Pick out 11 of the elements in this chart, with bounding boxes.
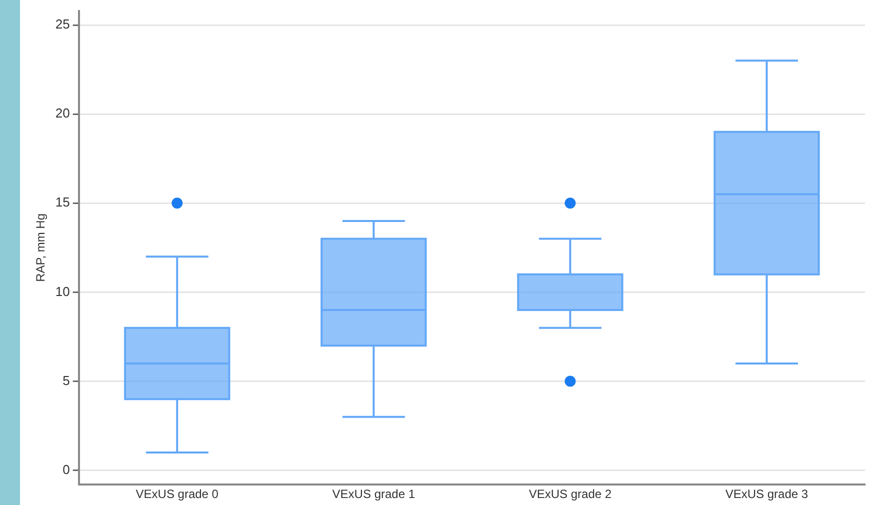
x-tick-label: VExUS grade 2 bbox=[528, 487, 612, 502]
y-tick-label: 5 bbox=[62, 372, 70, 388]
x-tick-label: VExUS grade 3 bbox=[725, 487, 808, 502]
y-tick-label: 0 bbox=[62, 462, 70, 477]
x-tick-label: VExUS grade 1 bbox=[332, 487, 416, 502]
y-tick-label: 20 bbox=[55, 106, 70, 121]
y-tick-label: 25 bbox=[55, 16, 70, 32]
y-axis-title: RAP, mm Hg bbox=[34, 213, 48, 282]
x-tick-label: VExUS grade 0 bbox=[136, 487, 219, 502]
y-tick-label: 10 bbox=[55, 284, 70, 299]
y-tick-label: 15 bbox=[55, 194, 70, 210]
